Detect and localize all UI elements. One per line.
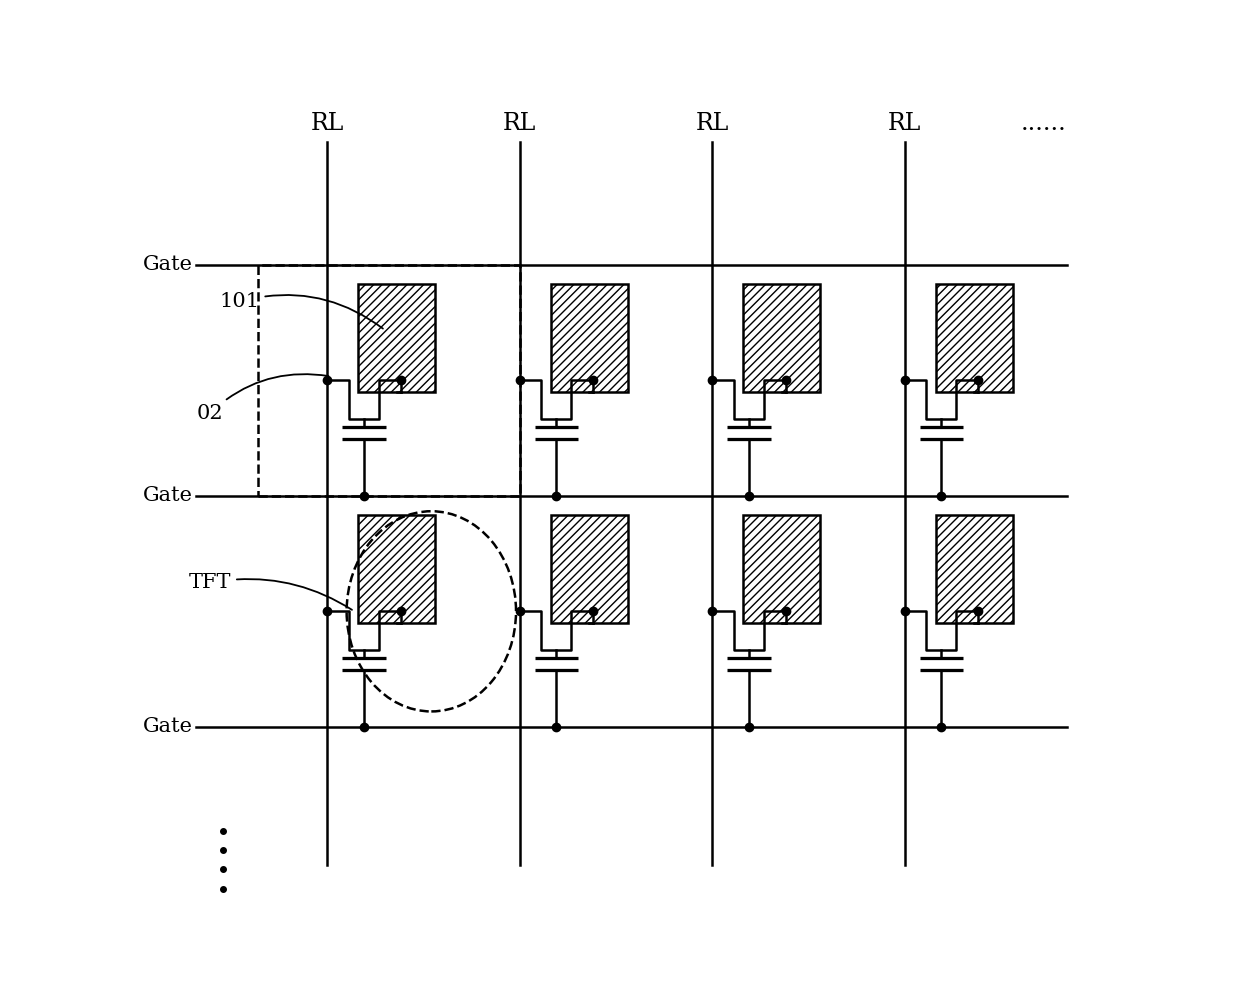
Bar (935, 284, 1012, 392)
Text: Gate: Gate (142, 486, 192, 506)
Text: 02: 02 (197, 375, 328, 423)
Text: RL: RL (888, 113, 922, 136)
Bar (358, 284, 435, 392)
Bar (550, 515, 628, 623)
Text: Gate: Gate (142, 256, 192, 274)
Text: Gate: Gate (142, 717, 192, 736)
Bar (358, 515, 435, 623)
Text: 101: 101 (219, 292, 383, 328)
Bar (743, 284, 820, 392)
Text: RL: RL (503, 113, 536, 136)
Text: TFT: TFT (188, 573, 352, 610)
Bar (550, 284, 628, 392)
Bar (743, 515, 820, 623)
Text: RL: RL (311, 113, 344, 136)
Bar (258, 265, 520, 495)
Text: RL: RL (695, 113, 729, 136)
Bar (935, 515, 1012, 623)
Text: ......: ...... (1021, 113, 1067, 136)
